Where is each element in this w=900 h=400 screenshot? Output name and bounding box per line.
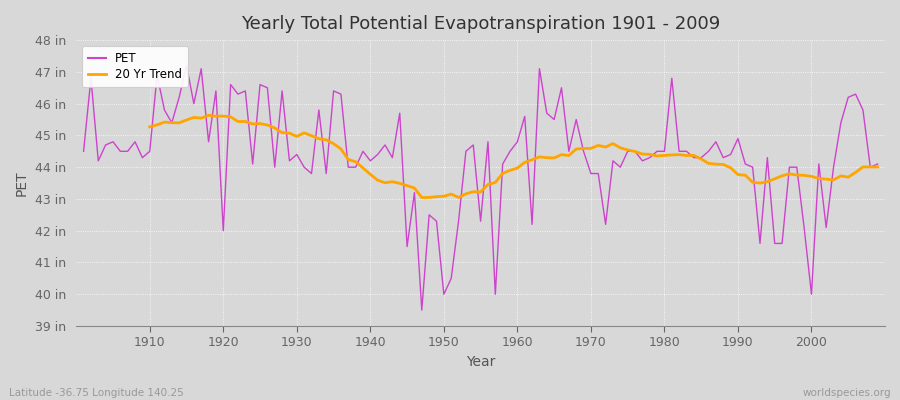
X-axis label: Year: Year <box>466 355 495 369</box>
Text: worldspecies.org: worldspecies.org <box>803 388 891 398</box>
Legend: PET, 20 Yr Trend: PET, 20 Yr Trend <box>82 46 188 87</box>
Title: Yearly Total Potential Evapotranspiration 1901 - 2009: Yearly Total Potential Evapotranspiratio… <box>241 15 720 33</box>
Text: Latitude -36.75 Longitude 140.25: Latitude -36.75 Longitude 140.25 <box>9 388 184 398</box>
Y-axis label: PET: PET <box>15 170 29 196</box>
